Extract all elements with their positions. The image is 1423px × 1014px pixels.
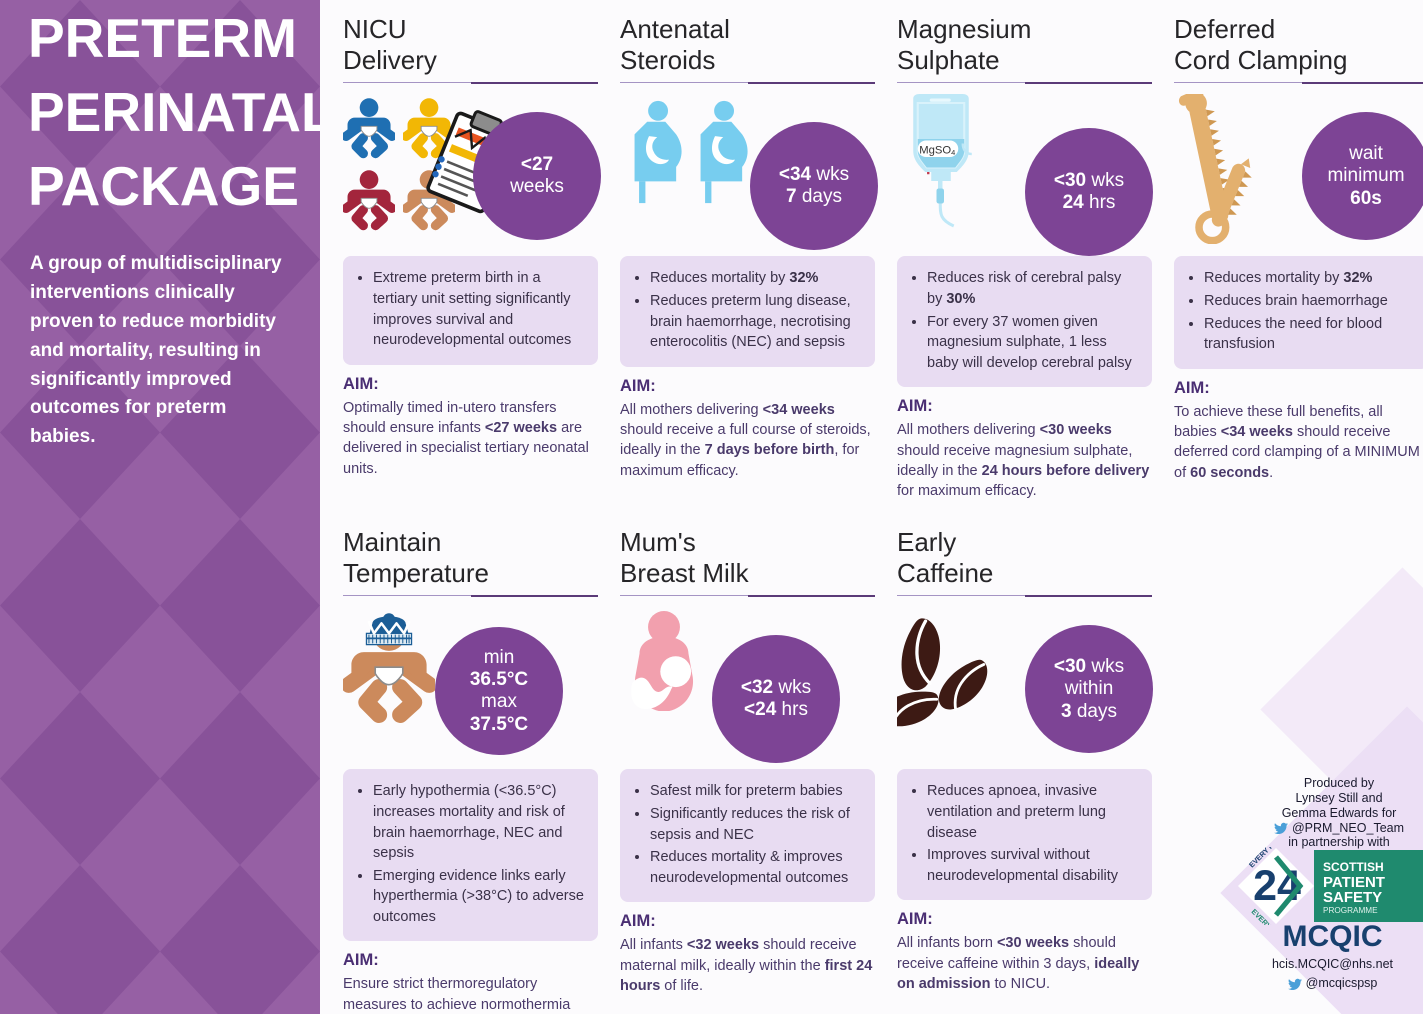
svg-text:SCOTTISH: SCOTTISH — [1323, 860, 1384, 874]
svg-text:MgSO4: MgSO4 — [919, 145, 955, 158]
svg-text:SAFETY: SAFETY — [1323, 889, 1382, 906]
svg-text:24: 24 — [1253, 862, 1301, 910]
svg-text:PROGRAMME: PROGRAMME — [1323, 906, 1378, 915]
